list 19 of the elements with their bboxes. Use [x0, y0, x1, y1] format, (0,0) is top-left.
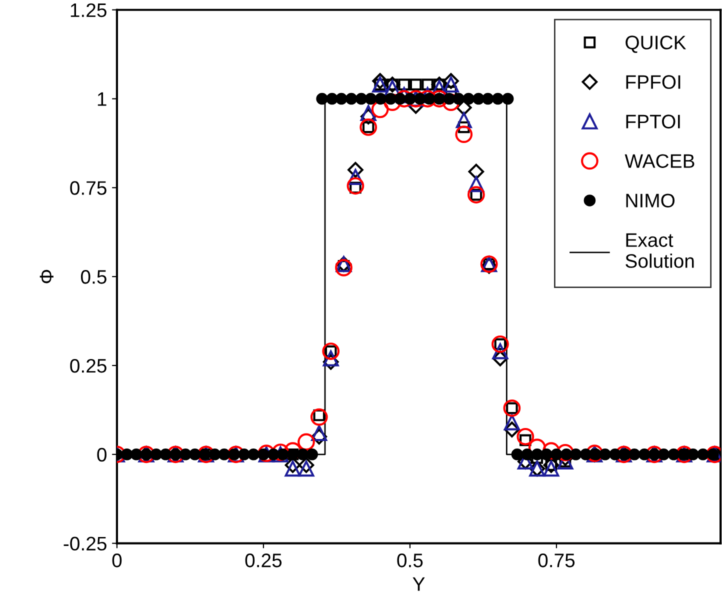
legend-label: FPFOI — [626, 75, 680, 89]
y-tick-label: 0.25 — [70, 358, 106, 373]
y-tick-label: 1.25 — [70, 3, 106, 18]
x-tick-label: 0.75 — [538, 554, 575, 568]
legend-label: FPTOI — [626, 114, 680, 128]
legend-label: WACEB — [624, 154, 694, 168]
x-tick-label: 0.5 — [397, 554, 423, 568]
legend-label: NIMO — [626, 194, 675, 208]
legend-label: Exact Solution — [626, 233, 694, 268]
y-tick-label: 0.75 — [70, 181, 106, 195]
y-tick-label: -0.25 — [64, 536, 106, 551]
x-axis-title: Y — [412, 577, 425, 591]
y-axis-title: Φ — [40, 270, 54, 284]
y-tick-label: 1 — [98, 92, 106, 106]
x-tick-label: 0 — [112, 554, 122, 568]
legend-label: QUICK — [626, 36, 686, 53]
x-tick-label: 0.25 — [245, 554, 282, 568]
y-tick-label: 0 — [97, 448, 106, 462]
y-tick-label: 0.5 — [80, 270, 106, 284]
